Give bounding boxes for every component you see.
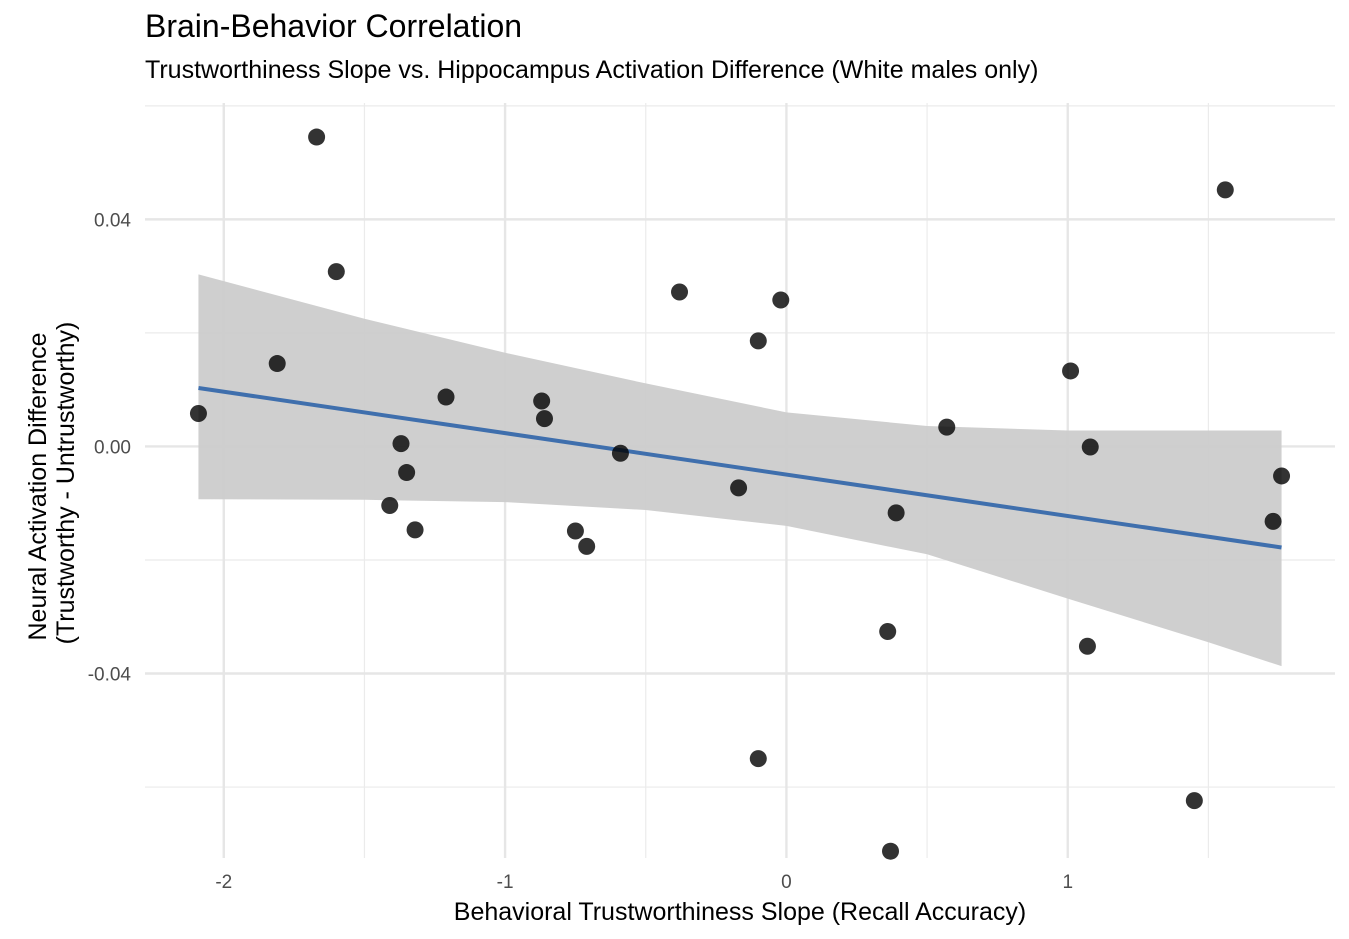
y-tick-label: -0.04 bbox=[88, 665, 132, 686]
data-point bbox=[887, 504, 905, 522]
data-point bbox=[268, 355, 286, 373]
confidence-band bbox=[198, 274, 1282, 667]
data-point bbox=[749, 750, 767, 768]
data-point bbox=[1264, 512, 1282, 530]
x-axis-tick-labels: -2 -1 0 1 bbox=[215, 872, 1073, 893]
y-axis-tick-labels: -0.04 0.00 0.04 bbox=[88, 210, 132, 685]
data-point bbox=[611, 444, 629, 462]
y-tick-label: 0.04 bbox=[94, 210, 131, 231]
data-point bbox=[578, 537, 596, 555]
data-point bbox=[566, 522, 584, 540]
chart-title: Brain-Behavior Correlation bbox=[145, 8, 523, 44]
data-point bbox=[671, 283, 689, 301]
data-point bbox=[437, 388, 455, 406]
data-point bbox=[308, 128, 326, 146]
y-axis-label-line-2: (Trustworthy - Untrustworthy) bbox=[52, 322, 80, 645]
data-point bbox=[879, 623, 897, 640]
data-point bbox=[1078, 637, 1096, 655]
data-point bbox=[406, 521, 424, 539]
data-points bbox=[189, 128, 1291, 860]
data-point bbox=[327, 263, 345, 281]
x-tick-label: 1 bbox=[1062, 872, 1073, 893]
data-point bbox=[749, 332, 767, 350]
data-point bbox=[189, 405, 207, 423]
chart-subtitle: Trustworthiness Slope vs. Hippocampus Ac… bbox=[145, 56, 1039, 84]
regression-line bbox=[198, 385, 1282, 550]
y-axis-label-line-1: Neural Activation Difference bbox=[24, 332, 52, 640]
data-point bbox=[882, 842, 900, 860]
data-point bbox=[392, 435, 410, 453]
data-point bbox=[1216, 181, 1234, 199]
data-point bbox=[1062, 362, 1080, 380]
data-point bbox=[381, 496, 399, 514]
y-axis-label: Neural Activation Difference (Trustworth… bbox=[24, 322, 80, 645]
x-tick-label: -2 bbox=[215, 872, 232, 893]
data-point bbox=[1081, 438, 1099, 456]
data-point bbox=[398, 464, 416, 482]
data-point bbox=[772, 291, 790, 309]
x-tick-label: -1 bbox=[497, 872, 514, 893]
data-point bbox=[533, 392, 551, 410]
y-tick-label: 0.00 bbox=[94, 437, 131, 458]
data-point bbox=[1185, 792, 1203, 810]
data-point bbox=[1273, 467, 1291, 485]
data-point bbox=[535, 410, 553, 428]
x-tick-label: 0 bbox=[781, 872, 792, 893]
data-point bbox=[730, 479, 748, 497]
x-axis-label: Behavioral Trustworthiness Slope (Recall… bbox=[454, 898, 1026, 926]
data-point bbox=[938, 418, 956, 436]
